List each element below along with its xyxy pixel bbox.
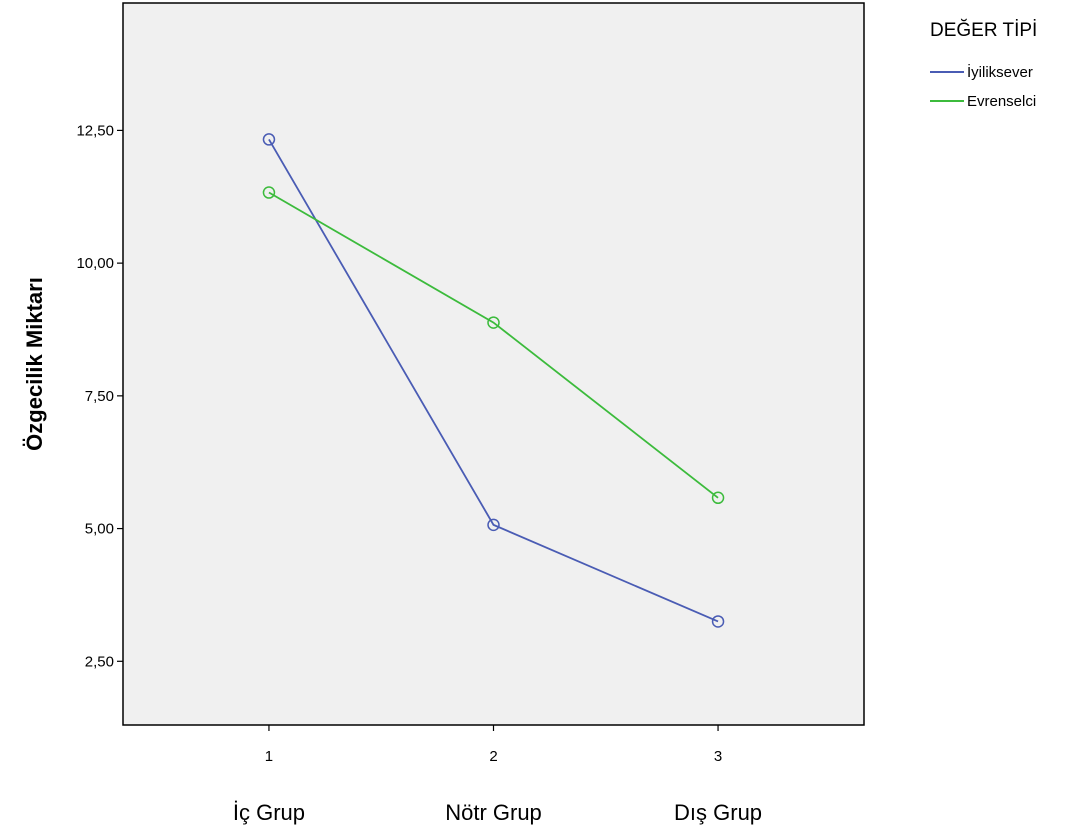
x-axis: 1 İç Grup 2 Nötr Grup 3 Dış Grup [233, 725, 762, 825]
series-line [268, 138, 719, 623]
legend-label: İyiliksever [967, 63, 1033, 81]
data-point [262, 133, 276, 146]
x-category-label: Nötr Grup [445, 800, 542, 825]
x-tick-label: 1 [265, 748, 273, 765]
data-point [711, 615, 725, 628]
data-point [711, 491, 725, 505]
y-tick-label: 10,00 [76, 255, 114, 272]
y-tick-label: 7,50 [85, 388, 114, 405]
series-line [268, 191, 719, 499]
data-point [487, 316, 500, 329]
x-category-label: İç Grup [233, 800, 305, 825]
x-tick-label: 3 [714, 748, 722, 765]
data-point [262, 186, 276, 199]
y-tick-label: 5,00 [85, 521, 114, 538]
legend: DEĞER TİPİ İyiliksever Evrenselci [930, 19, 1037, 110]
data-point [487, 518, 500, 532]
y-axis: 2,50 5,00 7,50 10,00 12,50 [76, 122, 123, 670]
series-group [262, 133, 725, 628]
legend-label: Evrenselci [967, 93, 1036, 110]
x-category-label: Dış Grup [674, 800, 762, 825]
plot-area [122, 2, 865, 726]
y-axis-label: Özgecilik Miktarı [22, 277, 47, 451]
y-tick-label: 2,50 [85, 653, 114, 670]
y-tick-label: 12,50 [76, 122, 114, 139]
x-tick-label: 2 [489, 748, 497, 765]
legend-title: DEĞER TİPİ [930, 19, 1037, 41]
